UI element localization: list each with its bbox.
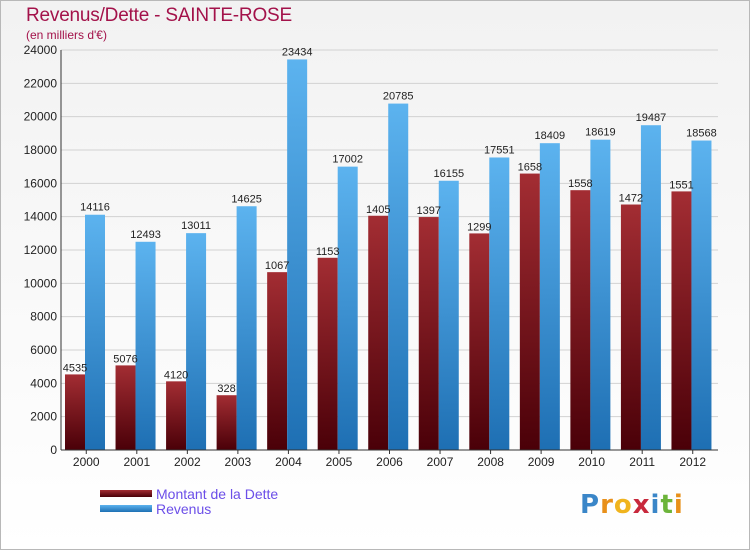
data-label-dette: 1558 [568, 178, 592, 190]
data-label-revenus: 14116 [80, 202, 110, 214]
bar-dette [570, 190, 591, 450]
y-tick-label: 18000 [24, 143, 58, 157]
data-label-revenus: 19487 [636, 112, 667, 124]
legend-swatch-dette [100, 490, 152, 497]
data-label-dette: 5076 [113, 353, 137, 365]
bar-revenus [388, 103, 409, 450]
x-tick-label: 2008 [477, 455, 504, 469]
data-label-dette: 1551 [669, 179, 693, 191]
data-label-revenus: 18619 [585, 127, 616, 139]
bar-revenus [640, 125, 661, 450]
logo-letter: P [580, 490, 601, 520]
bar-revenus [691, 140, 712, 451]
x-tick-label: 2009 [528, 455, 555, 469]
bar-revenus [489, 157, 510, 450]
logo-letter: i [673, 490, 684, 520]
logo-letter: t [660, 490, 674, 520]
y-tick-label: 24000 [24, 43, 58, 57]
bar-dette [317, 257, 338, 450]
logo-letter: i [650, 490, 661, 520]
y-tick-label: 4000 [30, 376, 57, 390]
y-tick-label: 6000 [30, 343, 57, 357]
bar-dette [368, 215, 389, 450]
x-tick-label: 2003 [225, 455, 252, 469]
bar-revenus [85, 214, 105, 450]
legend-swatch-revenus [100, 505, 152, 512]
y-tick-label: 2000 [30, 410, 57, 424]
data-label-revenus: 18568 [686, 128, 717, 140]
y-tick-label: 16000 [24, 176, 58, 190]
bar-dette [671, 191, 692, 450]
x-tick-label: 2011 [629, 455, 655, 469]
x-tick-label: 2002 [174, 455, 201, 469]
x-tick-label: 2000 [73, 455, 100, 469]
bar-revenus [438, 180, 459, 450]
bar-dette [620, 204, 641, 450]
bar-revenus [539, 143, 560, 450]
x-tick-label: 2001 [123, 455, 150, 469]
data-label-revenus: 12493 [130, 229, 161, 241]
x-tick-label: 2004 [275, 455, 302, 469]
x-tick-label: 2005 [326, 455, 353, 469]
data-label-revenus: 17551 [484, 144, 515, 156]
bar-dette [115, 365, 136, 450]
chart-title: Revenus/Dette - SAINTE-ROSE [26, 5, 292, 26]
bar-revenus [236, 206, 257, 450]
logo-letter: o [613, 490, 633, 520]
data-label-revenus: 13011 [181, 220, 211, 232]
x-tick-label: 2006 [376, 455, 403, 469]
data-label-dette: 1397 [417, 205, 441, 217]
data-label-dette: 1067 [265, 260, 289, 272]
y-tick-label: 12000 [24, 243, 58, 257]
data-label-dette: 4535 [63, 362, 87, 374]
bar-dette [65, 374, 85, 450]
data-label-revenus: 20785 [383, 91, 414, 103]
bar-revenus [186, 233, 207, 450]
bar-dette [469, 233, 490, 450]
y-tick-label: 10000 [24, 276, 58, 290]
bar-revenus [135, 241, 156, 450]
bar-revenus [590, 139, 611, 450]
y-tick-label: 22000 [24, 76, 58, 90]
data-label-revenus: 18409 [535, 130, 566, 142]
bar-dette [519, 173, 540, 451]
data-label-dette: 1472 [619, 193, 643, 205]
data-label-revenus: 16155 [433, 168, 464, 180]
data-label-dette: 4120 [164, 369, 188, 381]
data-label-revenus: 14625 [231, 193, 262, 205]
bar-revenus [287, 59, 308, 450]
legend-label-revenus: Revenus [156, 500, 212, 517]
proxiti-logo: Proxiti [580, 490, 684, 520]
y-tick-label: 8000 [30, 310, 57, 324]
data-label-dette: 1405 [366, 204, 390, 216]
bar-dette [166, 381, 187, 450]
bar-revenus [337, 166, 358, 450]
legend-item-dette: Montant de la Dette [100, 485, 279, 502]
bar-dette [418, 217, 439, 450]
data-label-dette: 1299 [467, 221, 491, 233]
bar-dette [216, 395, 237, 450]
data-label-revenus: 17002 [332, 154, 363, 166]
legend-label-dette: Montant de la Dette [156, 485, 279, 502]
x-tick-label: 2010 [578, 455, 605, 469]
logo-letter: x [632, 490, 651, 520]
y-tick-label: 14000 [24, 210, 58, 224]
data-label-dette: 1658 [518, 162, 542, 174]
x-tick-label: 2012 [679, 455, 706, 469]
bar-dette [267, 272, 288, 450]
legend-item-revenus: Revenus [100, 500, 278, 517]
chart-subtitle: (en milliers d'€) [26, 28, 107, 42]
data-label-revenus: 23434 [282, 46, 313, 58]
data-label-dette: 1153 [316, 246, 340, 258]
chart-legend: Montant de la Dette Revenus [100, 485, 279, 517]
logo-letter: r [600, 490, 614, 520]
data-label-dette: 328 [217, 383, 235, 395]
x-tick-label: 2007 [427, 455, 454, 469]
y-tick-label: 0 [50, 443, 57, 457]
y-tick-label: 20000 [24, 110, 58, 124]
